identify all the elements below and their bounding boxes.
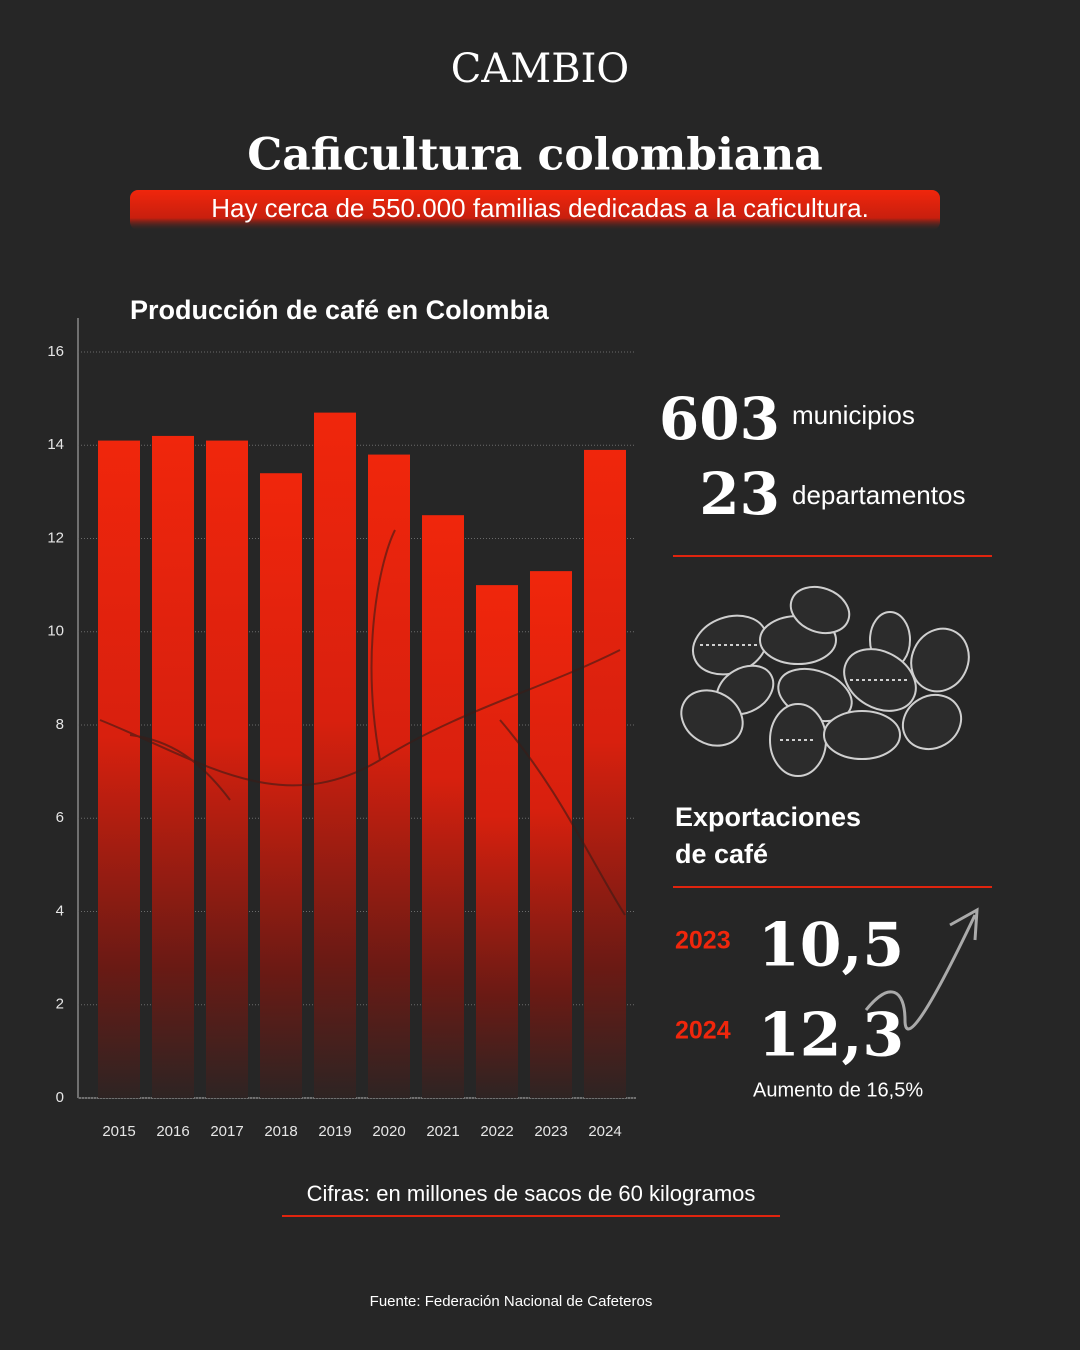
y-tick-label: 14 [47,436,64,453]
exports-title: de café [675,839,768,869]
brand: CAMBIO [451,46,629,92]
bar [98,440,140,1098]
exports-title: Exportaciones [675,802,861,832]
x-tick-label: 2016 [156,1123,189,1140]
bar [476,585,518,1098]
bar [314,412,356,1098]
x-tick-label: 2021 [426,1123,459,1140]
x-tick-label: 2015 [102,1123,135,1140]
stat-label: municipios [792,400,915,430]
export-value: 10,5 [758,911,904,981]
y-tick-label: 6 [56,809,64,826]
x-tick-label: 2024 [588,1123,621,1140]
units-note: Cifras: en millones de sacos de 60 kilog… [307,1181,756,1206]
x-tick-label: 2023 [534,1123,567,1140]
y-tick-label: 0 [56,1089,64,1106]
bar [530,571,572,1098]
x-tick-label: 2019 [318,1123,351,1140]
export-year: 2023 [675,927,731,955]
bar [584,449,626,1099]
x-tick-label: 2022 [480,1123,513,1140]
y-tick-label: 4 [56,902,64,919]
y-tick-label: 10 [47,623,64,640]
subtitle: Hay cerca de 550.000 familias dedicadas … [211,193,869,223]
subtitle-box [130,190,940,230]
export-year: 2024 [675,1017,731,1045]
stat-label: departamentos [792,480,965,510]
y-tick-label: 12 [47,529,64,546]
y-tick-label: 8 [56,716,64,733]
bar [422,515,464,1098]
x-tick-label: 2018 [264,1123,297,1140]
export-value: 12,3 [758,1001,904,1071]
y-tick-label: 16 [47,343,64,360]
coffee-beans [680,585,970,777]
bar [368,454,410,1098]
title: Caficultura colombiana [247,130,823,181]
bar [152,435,194,1098]
source: Fuente: Federación Nacional de Cafeteros [370,1293,653,1310]
chart-title: Producción de café en Colombia [130,295,550,325]
stat-value: 23 [699,460,780,528]
x-tick-label: 2017 [210,1123,243,1140]
x-tick-label: 2020 [372,1123,405,1140]
chart: 0 2 4 6 8 10 12 14 16 2015 2016 2017 2018 2019 2020 202… [47,343,636,1140]
stat-value: 603 [659,385,780,453]
branch-sketch [99,529,626,916]
trend-arrow [864,907,979,1031]
y-tick-label: 2 [56,996,64,1013]
export-note: Aumento de 16,5% [753,1079,923,1101]
